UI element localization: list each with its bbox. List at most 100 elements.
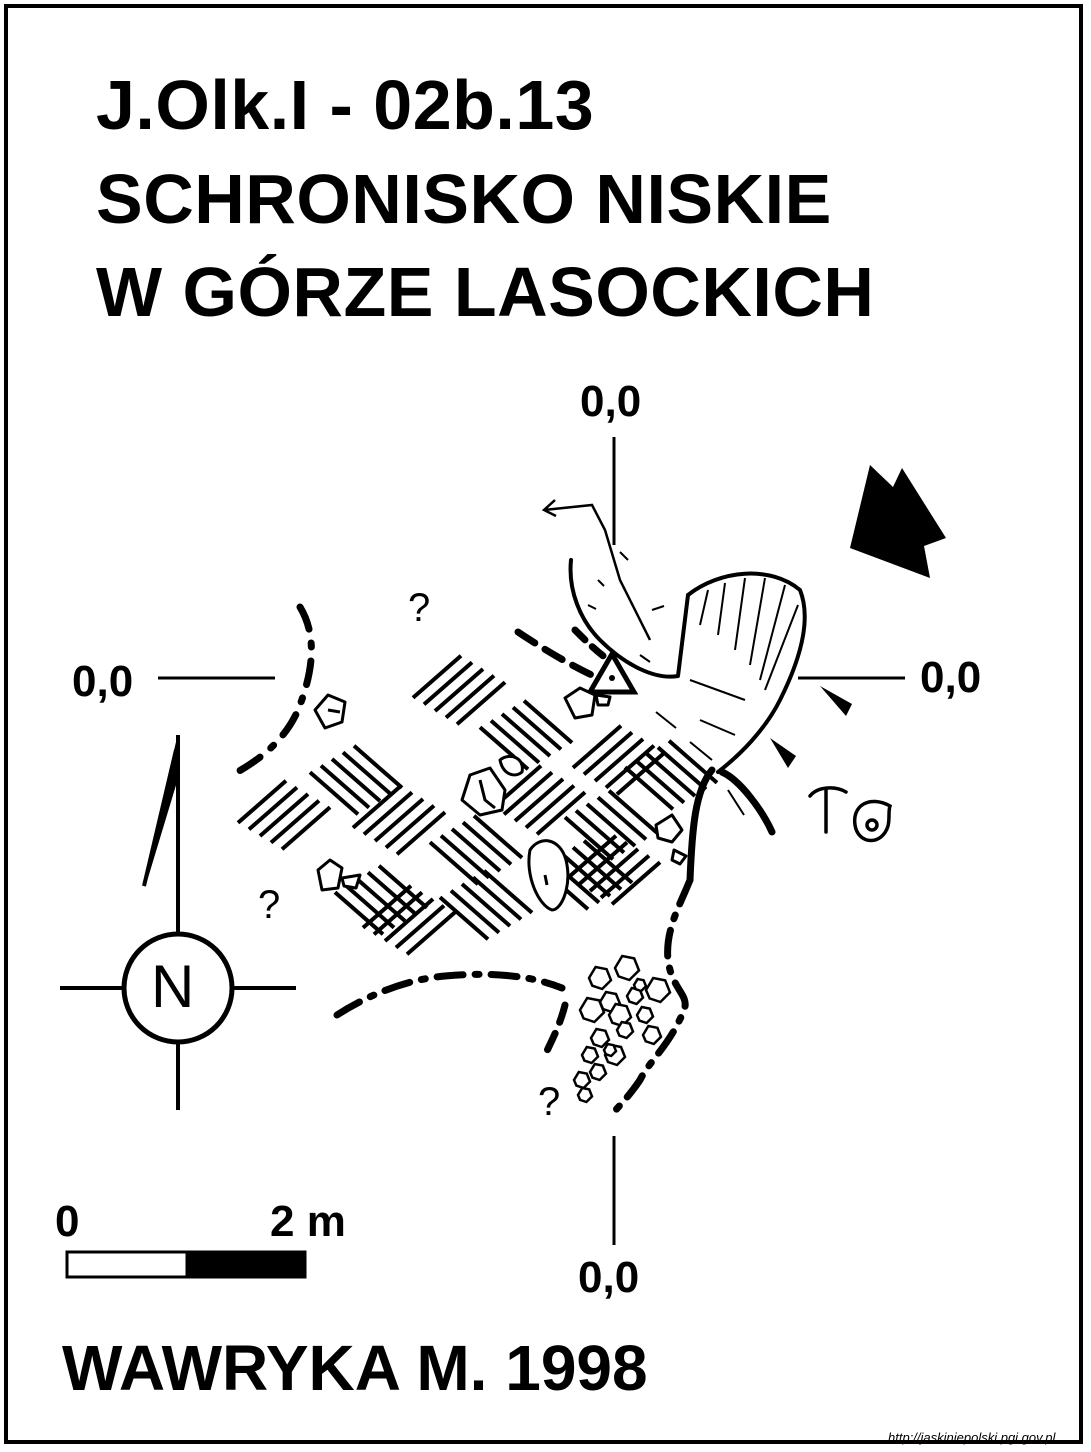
hatch-line <box>333 890 385 936</box>
hatch-line <box>405 910 457 956</box>
axis-label-top: 0,0 <box>580 377 642 426</box>
hatch-line <box>384 804 436 850</box>
hatch-line <box>280 805 332 851</box>
hatch-line <box>341 750 393 796</box>
hatch-line <box>472 814 524 860</box>
rubble-stone <box>576 1086 594 1104</box>
rubble-stone <box>644 976 672 1004</box>
hatch-line <box>560 852 612 898</box>
hatch-line <box>604 744 656 790</box>
rubble-stone <box>613 954 641 982</box>
hatch-line <box>593 737 645 783</box>
scale-start-label: 0 <box>55 1197 80 1246</box>
axis-label-left: 0,0 <box>72 657 134 706</box>
rubble-stone <box>635 1005 655 1025</box>
section-lines <box>158 437 905 1245</box>
hatch-line <box>351 784 403 830</box>
hatch-line <box>330 757 382 803</box>
hatch-line <box>574 809 626 855</box>
hatch-line <box>607 789 659 835</box>
hatch-line <box>450 827 502 873</box>
rubble-pile <box>572 954 672 1104</box>
unknown-mark: ? <box>258 883 281 927</box>
hatch-line <box>362 790 414 836</box>
hatch-line <box>471 875 523 921</box>
hatch-line <box>571 845 623 891</box>
north-label: N <box>151 953 195 1020</box>
hatch-line <box>377 864 429 910</box>
hatch-line <box>535 790 587 836</box>
hatch-line <box>610 860 662 906</box>
hatch-line <box>596 795 648 841</box>
cave-name-line2: W GÓRZE LASOCKICH <box>96 253 875 331</box>
rubble-stone <box>589 1027 611 1049</box>
hatch-line <box>645 752 697 798</box>
rubble-stone <box>615 1020 635 1040</box>
hatch-line <box>344 884 396 930</box>
hatch-line <box>524 784 576 830</box>
hatch-line <box>656 745 708 791</box>
hatch-line <box>513 777 565 823</box>
rubble-stone <box>587 965 613 991</box>
map-frame <box>4 4 1083 1444</box>
hatch-line <box>438 895 490 941</box>
scale-bar <box>65 1250 307 1279</box>
rubble-stone <box>602 1042 618 1058</box>
hatch-line <box>615 750 667 796</box>
hatch-line <box>571 724 623 770</box>
hatch-line <box>319 764 371 810</box>
hatch-line <box>428 840 480 886</box>
snail-icon <box>853 799 893 843</box>
hatch-line <box>366 870 418 916</box>
hatch-line <box>247 785 299 831</box>
hatch-line <box>563 815 615 861</box>
hatch-line <box>566 834 618 880</box>
hatch-line <box>352 744 404 790</box>
uncertain-walls <box>228 603 694 1116</box>
hatch-line <box>634 759 686 805</box>
hatch-line <box>444 674 496 720</box>
hatch-line <box>449 889 501 935</box>
hatch-line <box>502 770 554 816</box>
hatch-line <box>395 810 447 856</box>
hatch-line <box>623 765 675 811</box>
sinter-floor <box>236 654 719 956</box>
entrance-arrow-icon <box>850 465 946 578</box>
survey-line <box>541 499 652 641</box>
scale-end-label: 2 m <box>270 1197 346 1246</box>
hatch-line <box>269 799 321 845</box>
author-credit: WAWRYKA M. 1998 <box>62 1332 648 1404</box>
rubble-stone <box>578 996 606 1024</box>
cave-walls <box>568 558 807 884</box>
hatch-line <box>585 802 637 848</box>
hammer-icon <box>808 786 848 834</box>
hatch-line <box>411 654 463 700</box>
entrance-ticks <box>770 686 852 768</box>
survey-station-icon <box>585 649 639 695</box>
hatch-line <box>394 904 446 950</box>
hatch-line <box>355 877 407 923</box>
rubble-stone <box>625 986 645 1006</box>
unknown-mark: ? <box>538 1080 561 1124</box>
rubble-stone <box>607 1002 633 1028</box>
north-arrow-icon <box>60 735 296 1110</box>
hatch-line <box>461 820 513 866</box>
hatch-line <box>500 712 552 758</box>
hatch-line <box>236 779 288 825</box>
axis-label-right: 0,0 <box>920 653 982 702</box>
hatch-line <box>522 699 574 745</box>
rubble-stone <box>632 977 648 993</box>
hatch-line <box>308 770 360 816</box>
hatch-line <box>455 680 507 726</box>
rubble-stone <box>641 1024 663 1046</box>
hatch-line <box>373 797 425 843</box>
hatch-line <box>582 839 634 885</box>
hatch-line <box>582 730 634 776</box>
ceiling-hatch <box>587 551 799 816</box>
hatch-line <box>258 792 310 838</box>
cave-code: J.Olk.I - 02b.13 <box>96 66 595 144</box>
source-url: http://jaskiniepolski.pgi.gov.pl <box>888 1430 1056 1445</box>
hatch-line <box>460 882 512 928</box>
hatch-line <box>439 834 491 880</box>
